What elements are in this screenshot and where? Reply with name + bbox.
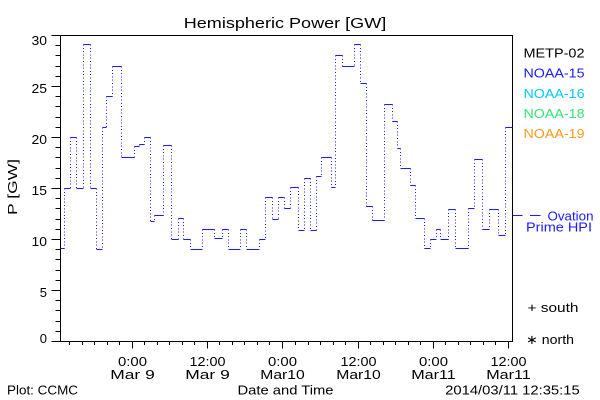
svg-text:Mar11: Mar11: [486, 367, 531, 382]
svg-text:Plot: CCMC: Plot: CCMC: [7, 382, 78, 397]
svg-text:METP-02: METP-02: [524, 46, 585, 61]
svg-text:Mar 9: Mar 9: [185, 367, 230, 382]
svg-text:Hemispheric Power [GW]: Hemispheric Power [GW]: [184, 15, 387, 32]
svg-text:Prime HPI: Prime HPI: [526, 220, 592, 235]
svg-text:20: 20: [32, 132, 48, 147]
svg-text:Date and Time: Date and Time: [238, 382, 334, 397]
svg-text:12:00: 12:00: [190, 354, 226, 369]
svg-text:0:00: 0:00: [118, 354, 147, 369]
svg-text:0:00: 0:00: [268, 354, 297, 369]
svg-text:25: 25: [32, 81, 48, 96]
svg-text:15: 15: [32, 183, 48, 198]
svg-text:NOAA-16: NOAA-16: [524, 86, 585, 101]
svg-text:2014/03/11 12:35:15: 2014/03/11 12:35:15: [445, 382, 580, 397]
svg-text:0: 0: [40, 331, 47, 346]
svg-text:∗ north: ∗ north: [526, 332, 574, 347]
svg-text:Mar 9: Mar 9: [110, 367, 155, 382]
svg-text:NOAA-19: NOAA-19: [524, 126, 585, 141]
svg-text:+ south: + south: [528, 300, 579, 315]
svg-text:Ovation: Ovation: [548, 209, 594, 224]
svg-text:30: 30: [32, 33, 48, 48]
svg-text:12:00: 12:00: [491, 354, 527, 369]
svg-text:Mar10: Mar10: [336, 367, 381, 382]
svg-text:Mar10: Mar10: [260, 367, 305, 382]
svg-text:NOAA-18: NOAA-18: [524, 106, 585, 121]
svg-text:NOAA-15: NOAA-15: [524, 66, 585, 81]
svg-text:0:00: 0:00: [419, 354, 448, 369]
svg-text:Mar11: Mar11: [411, 367, 456, 382]
svg-text:5: 5: [40, 285, 47, 300]
svg-text:10: 10: [32, 234, 48, 249]
svg-text:P [GW]: P [GW]: [5, 159, 20, 215]
svg-text:12:00: 12:00: [341, 354, 377, 369]
